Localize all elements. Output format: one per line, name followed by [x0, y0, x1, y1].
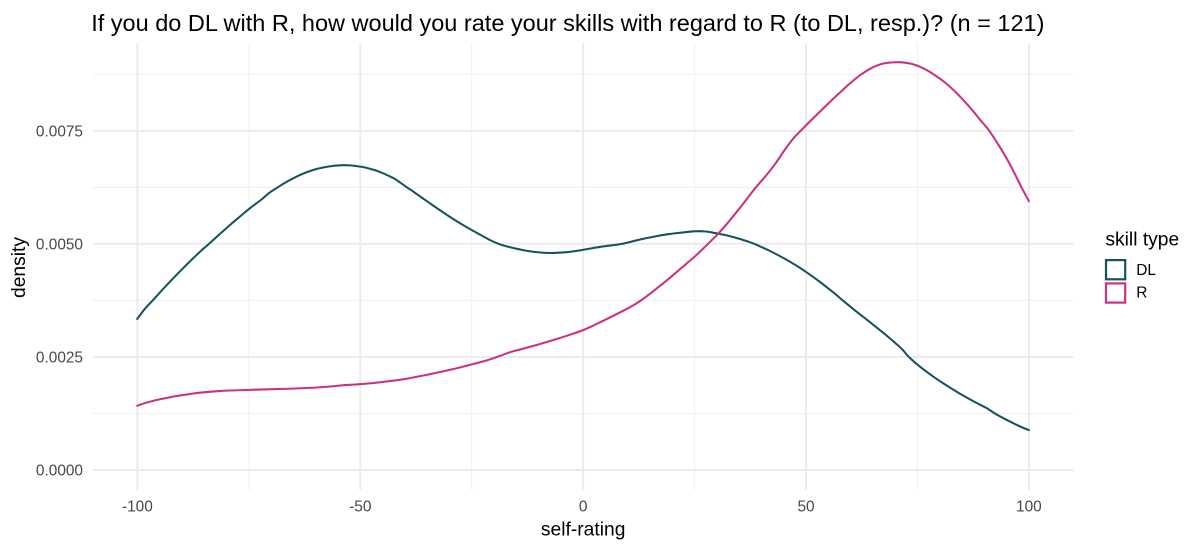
svg-text:0: 0 — [579, 498, 588, 515]
svg-text:R: R — [1136, 285, 1147, 302]
svg-text:DL: DL — [1136, 262, 1156, 279]
svg-text:100: 100 — [1016, 498, 1042, 515]
svg-text:self-rating: self-rating — [541, 519, 626, 540]
svg-text:50: 50 — [797, 498, 814, 515]
svg-text:skill type: skill type — [1105, 229, 1179, 250]
svg-text:-50: -50 — [349, 498, 371, 515]
svg-text:0.0000: 0.0000 — [36, 463, 83, 480]
svg-text:0.0075: 0.0075 — [36, 123, 83, 140]
svg-text:If you do DL with R, how would: If you do DL with R, how would you rate … — [91, 10, 1044, 36]
svg-text:-100: -100 — [122, 498, 153, 515]
svg-text:0.0025: 0.0025 — [36, 349, 83, 366]
svg-text:0.0050: 0.0050 — [36, 236, 83, 253]
svg-text:density: density — [9, 237, 30, 298]
